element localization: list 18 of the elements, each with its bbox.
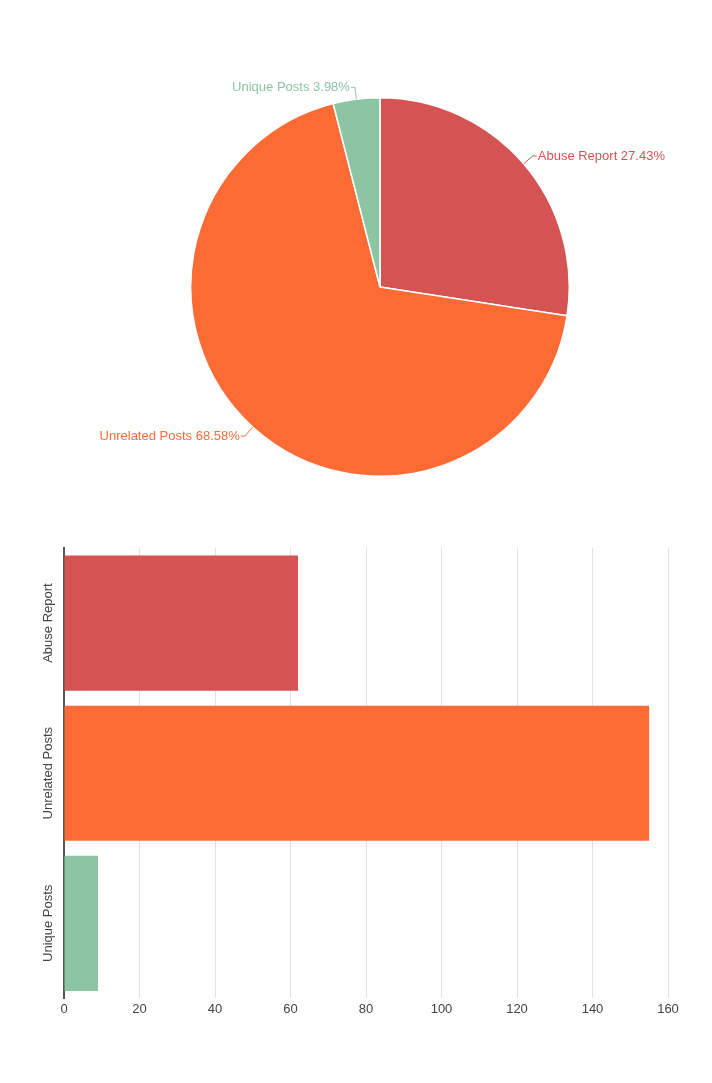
y-tick-label: Unrelated Posts xyxy=(39,726,55,820)
slice-label: Abuse Report 27.43% xyxy=(537,147,666,163)
slice-label: Unique Posts 3.98% xyxy=(232,78,351,94)
x-tick-label: 0 xyxy=(60,1000,68,1016)
bar xyxy=(64,855,98,991)
x-tick-label: 40 xyxy=(207,1000,223,1016)
y-tick-label: Unique Posts xyxy=(39,884,55,962)
bar xyxy=(64,555,299,691)
x-tick-label: 160 xyxy=(657,1000,679,1016)
x-tick-label: 80 xyxy=(358,1000,374,1016)
x-tick-label: 60 xyxy=(283,1000,298,1016)
x-tick-label: 120 xyxy=(506,1000,528,1016)
x-tick-label: 20 xyxy=(132,1000,147,1016)
x-tick-label: 100 xyxy=(430,1000,453,1016)
slice-label: Unrelated Posts 68.58% xyxy=(99,427,241,443)
y-tick-label: Abuse Report xyxy=(39,582,55,663)
bar xyxy=(64,705,650,841)
x-tick-label: 140 xyxy=(581,1000,604,1016)
